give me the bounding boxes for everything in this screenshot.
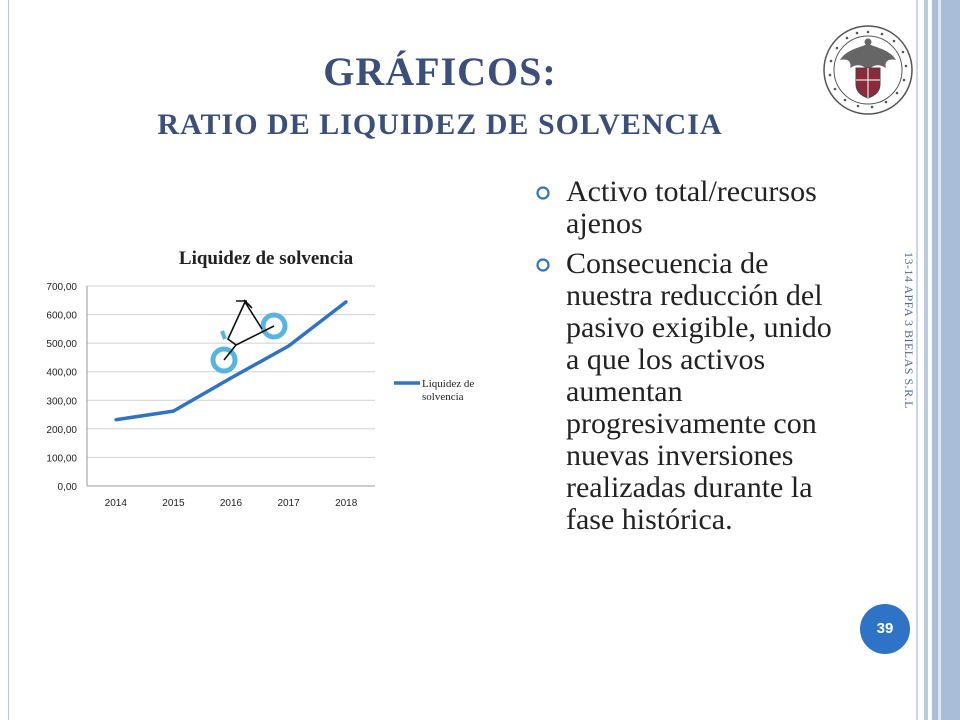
side-footer-text: 13-14 APFA 3 BIELAS S.R.L (902, 252, 916, 409)
y-tick-label: 0,00 (58, 482, 78, 493)
bullet-item: Activo total/recursos ajenos (536, 176, 846, 240)
bullet-list: Activo total/recursos ajenos Consecuenci… (536, 176, 846, 544)
bullet-ring-icon (536, 258, 550, 272)
bullet-text: Activo total/recursos ajenos (566, 175, 817, 240)
data-point (344, 300, 348, 304)
y-tick-label: 500,00 (46, 339, 77, 350)
y-tick-label: 700,00 (46, 282, 77, 293)
data-point (287, 344, 291, 348)
x-tick-label: 2015 (162, 498, 185, 509)
y-tick-label: 200,00 (46, 425, 77, 436)
chart-title: Liquidez de solvencia (179, 248, 354, 269)
data-point (229, 376, 233, 380)
x-tick-label: 2014 (105, 498, 128, 509)
x-tick-label: 2017 (277, 498, 300, 509)
legend-label: Liquidez de solvencia (422, 378, 474, 403)
university-emblem-icon (823, 25, 913, 115)
bullet-item: Consecuencia de nuestra reducción del pa… (536, 248, 846, 536)
x-tick-label: 2016 (220, 498, 243, 509)
bullet-ring-icon (536, 186, 550, 200)
y-tick-label: 400,00 (46, 368, 77, 379)
x-tick-label: 2018 (335, 498, 358, 509)
line-chart-svg: Liquidez de solvencia 0,00 100,00 200,00 30… (46, 248, 474, 509)
slide-subtitle: RATIO DE LIQUIDEZ DE SOLVENCIA (157, 108, 723, 141)
data-point (171, 409, 175, 413)
line-chart: Liquidez de solvencia 0,00 100,00 200,00 30… (20, 236, 520, 526)
series-line (115, 300, 348, 422)
slide-frame-right (916, 0, 960, 720)
y-tick-label: 600,00 (46, 311, 77, 322)
slide-frame-left (0, 0, 9, 720)
y-tick-label: 100,00 (46, 453, 77, 464)
slide-title: GRÁFICOS: (323, 49, 557, 94)
data-point (114, 418, 118, 422)
page-number-badge: 39 (860, 604, 910, 654)
bullet-text: Consecuencia de nuestra reducción del pa… (566, 247, 832, 536)
y-tick-label: 300,00 (46, 396, 77, 407)
bicycle-icon (210, 299, 288, 374)
